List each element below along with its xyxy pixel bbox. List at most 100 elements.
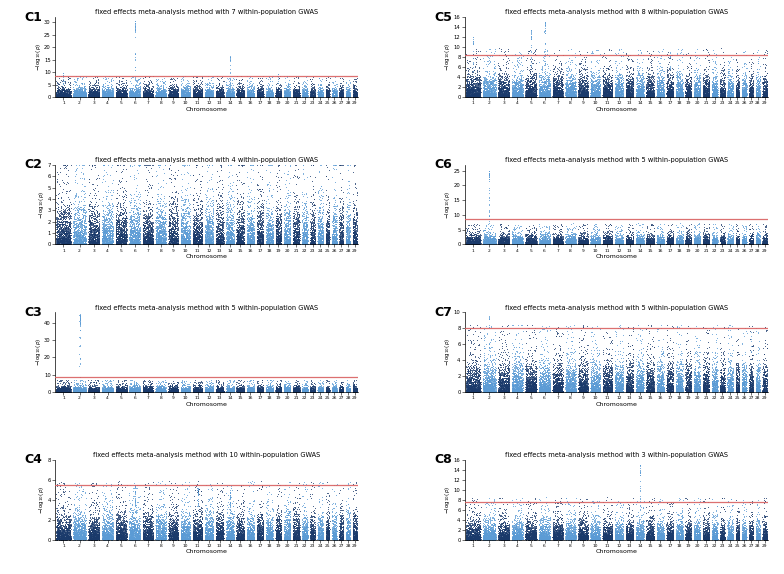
Point (613, 383, 626, 392)
Point (471, 534, 484, 544)
Point (463, 523, 476, 532)
Point (349, 231, 361, 240)
Point (724, 534, 736, 543)
Point (250, 534, 263, 544)
Point (579, 239, 591, 248)
Point (601, 239, 614, 249)
Point (670, 82, 682, 91)
Point (573, 534, 586, 544)
Point (321, 233, 333, 242)
Point (73, 386, 85, 395)
Point (60, 85, 72, 94)
Point (493, 365, 506, 374)
Point (579, 526, 592, 535)
Point (58, 515, 71, 524)
Point (289, 238, 302, 247)
Point (681, 373, 694, 382)
Point (731, 238, 743, 247)
Point (136, 92, 149, 101)
Point (699, 88, 712, 97)
Point (701, 236, 713, 245)
Point (746, 342, 759, 351)
Point (222, 239, 234, 248)
Point (614, 236, 626, 245)
Point (252, 233, 264, 242)
Point (51, 239, 64, 248)
Point (87, 240, 100, 249)
Point (751, 362, 764, 371)
Point (328, 480, 340, 490)
Point (111, 533, 124, 542)
Point (646, 375, 659, 384)
Point (641, 81, 654, 90)
Point (562, 235, 575, 245)
Point (650, 386, 662, 395)
Point (131, 230, 143, 239)
Point (609, 48, 622, 57)
Point (299, 239, 311, 248)
Point (191, 486, 204, 495)
Point (349, 89, 361, 98)
Point (514, 369, 526, 378)
Point (87, 91, 100, 100)
Point (59, 91, 71, 100)
Point (167, 92, 180, 101)
Point (85, 227, 97, 236)
Point (757, 238, 770, 247)
Point (613, 90, 626, 99)
Point (247, 224, 260, 234)
Point (613, 234, 626, 243)
Point (626, 362, 638, 371)
Point (292, 230, 305, 239)
Point (132, 236, 144, 246)
Point (166, 534, 179, 543)
Point (572, 361, 585, 370)
Point (529, 236, 542, 246)
Point (176, 240, 188, 249)
Point (298, 92, 310, 102)
Point (511, 533, 524, 542)
Point (251, 92, 263, 101)
Point (257, 91, 270, 100)
Point (290, 509, 303, 518)
Point (506, 381, 518, 390)
Point (543, 237, 555, 246)
Point (118, 386, 131, 395)
Point (716, 235, 728, 245)
Point (739, 90, 751, 99)
Point (180, 89, 192, 98)
Point (644, 371, 656, 380)
Point (130, 91, 143, 100)
Point (480, 387, 492, 397)
Point (117, 530, 129, 540)
Point (502, 533, 514, 542)
Point (278, 230, 291, 239)
Point (621, 533, 633, 542)
Point (550, 239, 562, 249)
Point (657, 387, 670, 397)
Point (334, 387, 347, 396)
Point (637, 530, 650, 540)
Point (537, 234, 550, 243)
Point (537, 88, 550, 98)
Point (206, 217, 219, 226)
Point (633, 240, 646, 249)
Point (270, 382, 282, 391)
Point (151, 92, 164, 101)
Point (757, 369, 770, 378)
Point (673, 226, 685, 235)
Point (641, 236, 654, 246)
Point (113, 535, 125, 544)
Point (543, 89, 555, 98)
Point (335, 530, 347, 539)
Point (243, 387, 256, 396)
Point (163, 85, 176, 94)
Point (175, 87, 187, 96)
Point (739, 240, 751, 249)
Point (314, 92, 327, 102)
Point (100, 383, 112, 393)
Point (129, 237, 142, 246)
Point (488, 383, 501, 393)
Point (683, 86, 695, 95)
Point (194, 387, 207, 397)
